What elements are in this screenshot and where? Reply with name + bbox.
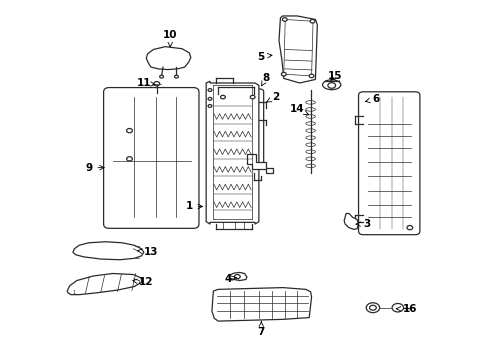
Text: 13: 13	[137, 247, 158, 257]
Circle shape	[174, 75, 178, 78]
Ellipse shape	[322, 80, 340, 90]
Text: 2: 2	[266, 92, 279, 102]
Text: 4: 4	[224, 274, 237, 284]
Polygon shape	[344, 213, 358, 229]
FancyBboxPatch shape	[358, 92, 419, 235]
Polygon shape	[73, 242, 143, 260]
Text: 3: 3	[355, 219, 369, 229]
Circle shape	[154, 82, 160, 86]
Circle shape	[282, 18, 286, 21]
Circle shape	[309, 19, 314, 23]
Polygon shape	[246, 154, 273, 173]
Text: 8: 8	[261, 73, 269, 86]
Circle shape	[391, 303, 403, 312]
Text: 11: 11	[136, 78, 155, 88]
Circle shape	[406, 225, 412, 230]
Polygon shape	[206, 81, 258, 224]
Circle shape	[160, 75, 163, 78]
Text: 5: 5	[257, 51, 271, 62]
Circle shape	[234, 275, 240, 279]
Circle shape	[250, 95, 255, 99]
Text: 10: 10	[163, 30, 177, 47]
Circle shape	[327, 83, 335, 88]
FancyBboxPatch shape	[210, 89, 263, 167]
Circle shape	[366, 303, 379, 312]
Circle shape	[220, 95, 225, 99]
Circle shape	[126, 157, 132, 161]
Circle shape	[208, 98, 211, 100]
FancyBboxPatch shape	[103, 87, 199, 228]
Text: 6: 6	[365, 94, 379, 104]
Circle shape	[281, 72, 285, 76]
Polygon shape	[67, 274, 141, 294]
Text: 14: 14	[289, 104, 308, 114]
Circle shape	[126, 129, 132, 133]
Circle shape	[208, 89, 211, 91]
Polygon shape	[279, 16, 317, 83]
Circle shape	[208, 104, 211, 107]
Circle shape	[308, 74, 313, 78]
Text: 7: 7	[257, 321, 264, 337]
Text: 1: 1	[73, 289, 76, 294]
Text: 1: 1	[185, 202, 202, 211]
Polygon shape	[211, 288, 311, 321]
Text: 16: 16	[396, 304, 416, 314]
Polygon shape	[146, 47, 190, 69]
Text: 15: 15	[327, 71, 342, 81]
Circle shape	[369, 305, 376, 310]
Text: 9: 9	[85, 163, 104, 173]
Text: 12: 12	[133, 277, 153, 287]
Polygon shape	[229, 273, 246, 280]
